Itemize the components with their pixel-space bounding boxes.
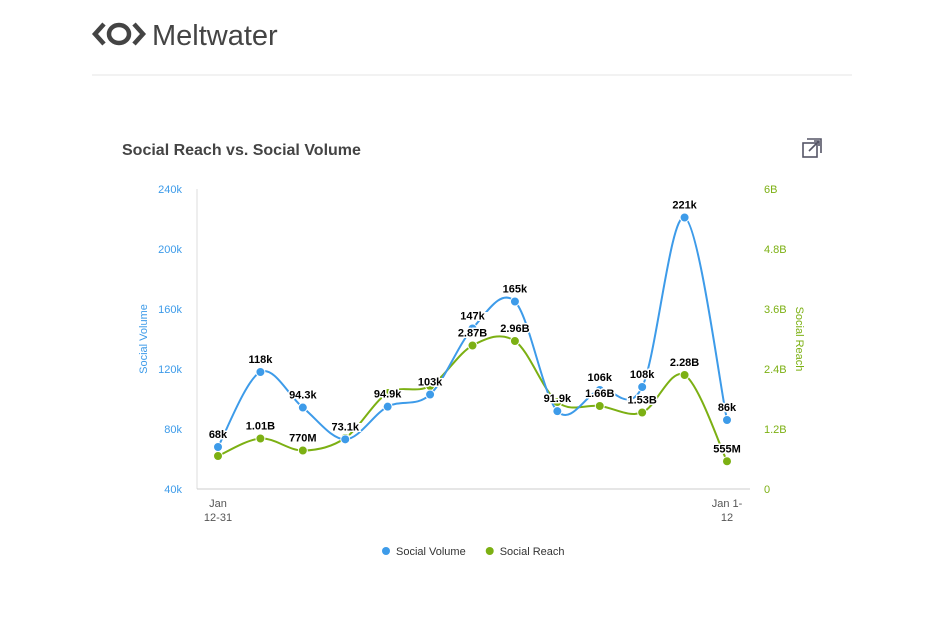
data-label: 1.53B (627, 395, 656, 407)
point (509, 296, 520, 307)
y2-axis-title: Social Reach (793, 307, 805, 372)
point (255, 433, 266, 444)
expand-icon[interactable] (802, 138, 822, 158)
point (297, 445, 308, 456)
data-label: 221k (672, 200, 697, 212)
legend-label[interactable]: Social Volume (396, 546, 466, 558)
data-label: 165k (503, 284, 528, 296)
data-label: 2.87B (458, 328, 487, 340)
legend-marker (382, 547, 390, 555)
point (509, 336, 520, 346)
point (637, 382, 648, 392)
y-axis-title: Social Volume (138, 304, 150, 374)
point (255, 367, 266, 377)
data-label: 86k (718, 402, 737, 414)
point (679, 370, 690, 380)
data-label: 106k (588, 372, 613, 384)
x-tick-label: Jan 1-12 (711, 498, 743, 524)
logo-icon (91, 22, 147, 46)
data-label: 770M (289, 433, 317, 445)
point (552, 406, 563, 417)
point (297, 402, 308, 413)
y-tick-label: 40k (164, 484, 182, 496)
point (213, 451, 223, 461)
point (722, 415, 732, 425)
y2-tick-label: 2.4B (764, 364, 787, 376)
brand: Meltwater (152, 20, 278, 52)
x-tick-label: Jan 12-31 (203, 498, 233, 524)
data-label: 147k (460, 311, 485, 323)
data-label: 555M (713, 443, 741, 455)
y2-tick-label: 4.8B (764, 244, 787, 256)
data-label: 103k (418, 377, 443, 389)
point (594, 385, 605, 395)
data-label: 1.66B (585, 388, 614, 400)
y-tick-label: 80k (164, 424, 182, 436)
data-label: 2.28B (670, 357, 699, 369)
data-label: 94.9k (374, 389, 402, 401)
point (467, 323, 478, 334)
legend-marker (485, 547, 494, 555)
data-label: 68k (209, 429, 228, 441)
data-label: 118k (248, 354, 273, 366)
y2-tick-label: 6B (764, 184, 777, 196)
legend-label[interactable]: Social Reach (500, 546, 565, 558)
y2-tick-label: 3.6B (764, 304, 787, 316)
point (213, 442, 223, 452)
chart-title: Social Reach vs. Social Volume (122, 142, 361, 159)
y-tick-label: 240k (158, 184, 182, 196)
data-label: 108k (630, 369, 655, 381)
point (382, 388, 393, 398)
y2-tick-label: 0 (764, 484, 770, 496)
point (467, 340, 478, 351)
data-label: 73.1k (331, 421, 359, 433)
data-label: 91.9k (544, 393, 572, 405)
point (425, 389, 436, 400)
point (340, 434, 351, 445)
data-label: 1.01B (246, 421, 275, 433)
point (594, 401, 605, 411)
y-tick-label: 160k (158, 304, 182, 316)
y-tick-label: 200k (158, 244, 182, 256)
data-label: 94.3k (289, 390, 317, 402)
y2-tick-label: 1.2B (764, 424, 787, 436)
point (722, 456, 732, 467)
data-label: 2.96B (500, 323, 529, 335)
point (637, 407, 648, 418)
point (679, 212, 690, 223)
point (382, 401, 393, 412)
y-tick-label: 120k (158, 364, 182, 376)
